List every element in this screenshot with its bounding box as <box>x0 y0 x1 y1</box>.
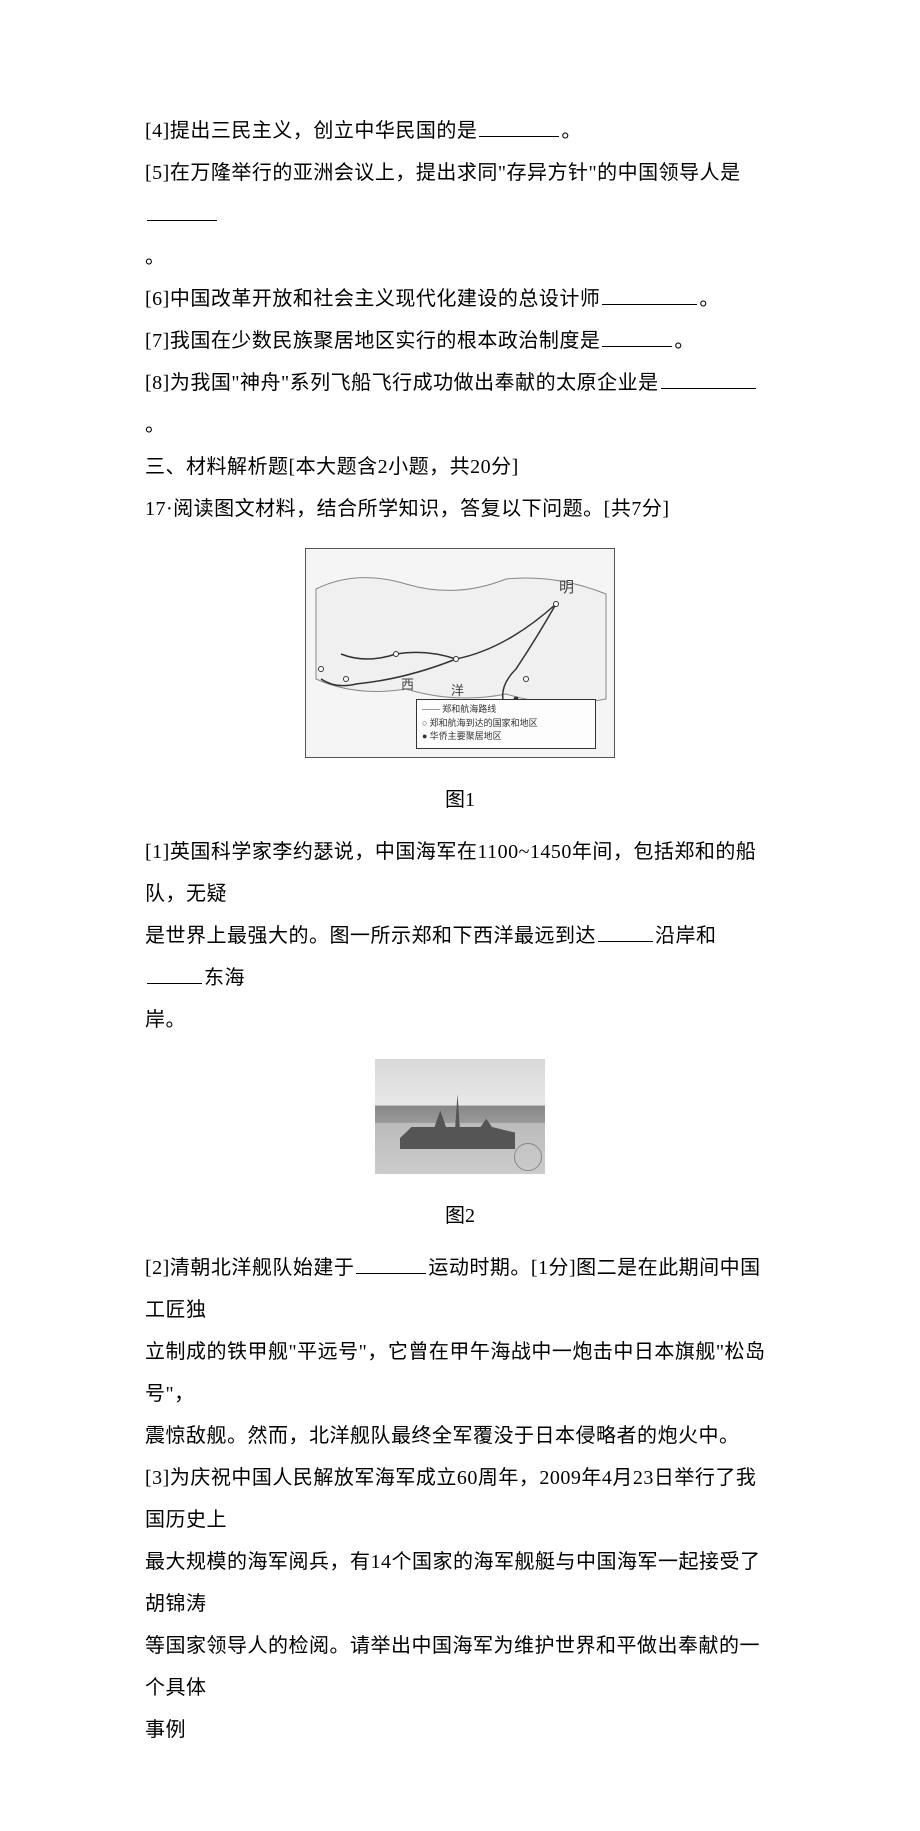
q5-text-post: 。 <box>145 246 166 268</box>
map-point <box>344 677 349 682</box>
q7-blank[interactable] <box>602 327 672 347</box>
q7-text-post: 。 <box>674 330 695 352</box>
map-point <box>524 677 529 682</box>
q17-1-line-c: 岸。 <box>145 999 775 1041</box>
q17-2-blank[interactable] <box>356 1254 426 1274</box>
q17-1b-pre: 是世界上最强大的。图一所示郑和下西洋最远到达 <box>145 925 596 947</box>
q17-2a-pre: [2]清朝北洋舰队始建于 <box>145 1257 354 1279</box>
question-4: [4]提出三民主义，创立中华民国的是 。 <box>145 110 775 152</box>
q8-blank[interactable] <box>661 369 756 389</box>
q5-blank[interactable] <box>147 201 217 221</box>
map-image: 明 西 洋 —— 郑和航海路线 ○ 郑和航海到达的国家和地区 ● 华侨主要聚居地… <box>305 548 615 758</box>
q6-blank[interactable] <box>602 285 697 305</box>
question-17-intro: 17·阅读图文材料，结合所学知识，答复以下问题。[共7分] <box>145 488 775 530</box>
question-8: [8]为我国"神舟"系列飞船飞行成功做出奉献的太原企业是。 <box>145 362 775 446</box>
legend-line-3: ● 华侨主要聚居地区 <box>422 730 590 744</box>
q17-1-blank-2[interactable] <box>147 964 202 984</box>
q17-3-line-a: [3]为庆祝中国人民解放军海军成立60周年，2009年4月23日举行了我国历史上 <box>145 1457 775 1541</box>
q17-1b-mid: 沿岸和 <box>655 925 717 947</box>
q8-text-pre: [8]为我国"神舟"系列飞船飞行成功做出奉献的太原企业是 <box>145 372 659 394</box>
map-label-ming: 明 <box>559 573 574 605</box>
figure-2-container <box>145 1059 775 1189</box>
q6-text-post: 。 <box>699 288 720 310</box>
q17-3-line-b: 最大规模的海军阅兵，有14个国家的海军舰艇与中国海军一起接受了胡锦涛 <box>145 1541 775 1625</box>
q4-text-post: 。 <box>561 120 582 142</box>
map-point <box>454 657 459 662</box>
q5-text-pre: [5]在万隆举行的亚洲会议上，提出求同"存异方针"的中国领导人是 <box>145 162 741 184</box>
question-5: [5]在万隆举行的亚洲会议上，提出求同"存异方针"的中国领导人是 <box>145 152 775 236</box>
figure-2-caption: 图2 <box>145 1195 775 1237</box>
q6-text-pre: [6]中国改革开放和社会主义现代化建设的总设计师 <box>145 288 600 310</box>
q17-3-line-d: 事例 <box>145 1709 775 1751</box>
map-point <box>394 652 399 657</box>
ship-photo <box>375 1059 545 1174</box>
q17-2-line-c: 震惊敌舰。然而，北洋舰队最终全军覆没于日本侵略者的炮火中。 <box>145 1415 775 1457</box>
q8-text-post: 。 <box>145 414 166 436</box>
q17-3-line-c: 等国家领导人的检阅。请举出中国海军为维护世界和平做出奉献的一个具体 <box>145 1625 775 1709</box>
q4-text-pre: [4]提出三民主义，创立中华民国的是 <box>145 120 477 142</box>
legend-line-1: —— 郑和航海路线 <box>422 703 590 717</box>
question-6: [6]中国改革开放和社会主义现代化建设的总设计师 。 <box>145 278 775 320</box>
q17-1-line-a: [1]英国科学家李约瑟说，中国海军在1100~1450年间，包括郑和的船队，无疑 <box>145 831 775 915</box>
photo-stamp-icon <box>514 1143 542 1171</box>
section-3-heading: 三、材料解析题[本大题含2小题，共20分] <box>145 446 775 488</box>
map-legend: —— 郑和航海路线 ○ 郑和航海到达的国家和地区 ● 华侨主要聚居地区 <box>416 699 596 749</box>
q4-blank[interactable] <box>479 117 559 137</box>
legend-line-2: ○ 郑和航海到达的国家和地区 <box>422 717 590 731</box>
q17-1-blank-1[interactable] <box>598 922 653 942</box>
q17-2-line-b: 立制成的铁甲舰"平远号"，它曾在甲午海战中一炮击中日本旗舰"松岛号"， <box>145 1331 775 1415</box>
map-label-xi: 西 <box>401 671 414 698</box>
q17-1-line-b: 是世界上最强大的。图一所示郑和下西洋最远到达 沿岸和东海 <box>145 915 775 999</box>
q7-text-pre: [7]我国在少数民族聚居地区实行的根本政治制度是 <box>145 330 600 352</box>
figure-1-container: 明 西 洋 —— 郑和航海路线 ○ 郑和航海到达的国家和地区 ● 华侨主要聚居地… <box>145 548 775 773</box>
q17-1b-post: 东海 <box>204 967 245 989</box>
question-5-end: 。 <box>145 236 775 278</box>
ship-silhouette <box>400 1094 515 1149</box>
map-point <box>319 667 324 672</box>
figure-1-caption: 图1 <box>145 779 775 821</box>
map-point <box>554 602 559 607</box>
q17-2-line-a: [2]清朝北洋舰队始建于运动时期。[1分]图二是在此期间中国工匠独 <box>145 1247 775 1331</box>
question-7: [7]我国在少数民族聚居地区实行的根本政治制度是 。 <box>145 320 775 362</box>
